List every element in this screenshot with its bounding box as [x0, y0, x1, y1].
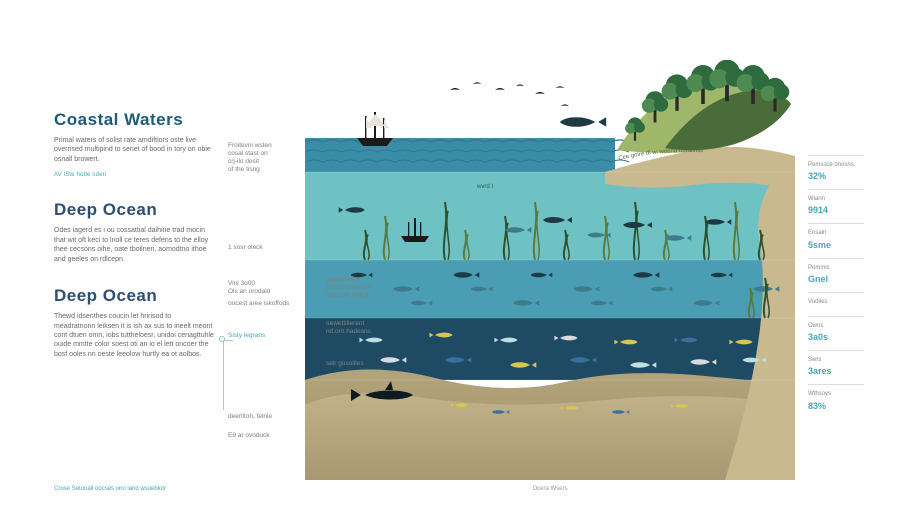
stat-row: PommisGnel [808, 258, 864, 292]
stat-row: Ensaln5sme [808, 223, 864, 257]
footnote: Crose Setonall oocses ono land wsuebkor [54, 486, 166, 492]
section-deep-ocean-2: Deep Ocean Thewd idsenthes coucin let hr… [54, 286, 214, 359]
connector-circle [219, 336, 225, 342]
section-body: Primal waters of solist rate amdiftiors … [54, 136, 214, 164]
stat-row: Swrs3ares [808, 350, 864, 384]
section-title: Deep Ocean [54, 286, 214, 306]
ocean-cross-section: Cee golre di w. weend omakhsswvrd I [305, 60, 795, 480]
svg-text:wvrd I: wvrd I [476, 184, 493, 190]
mid-label: Froitevni wstencosal stast oncrj-ilo des… [228, 142, 272, 175]
section-body: Thewd idsenthes coucin let hririsod to m… [54, 312, 214, 359]
stat-row: Vudiles [808, 292, 864, 316]
mid-label: Sisty legrans [228, 332, 265, 340]
bottom-caption: Ocera Wsers [305, 486, 795, 492]
stat-row: Wthsoys83% [808, 384, 864, 418]
right-stats-column: Pemssce onosns,32%Wiann9914Ensaln5smePom… [808, 155, 864, 419]
stat-row: Wiann9914 [808, 189, 864, 223]
stat-row: Pemssce onosns,32% [808, 155, 864, 189]
left-text-column: Coastal Waters Primal waters of solist r… [54, 110, 214, 381]
callout-label: gapladelingand and boudtedaic sak virgl … [326, 276, 371, 300]
section-deep-ocean-1: Deep Ocean Odes iagerd es i ou cossattia… [54, 200, 214, 264]
section-subnote: AV t5te hotle sderi [54, 172, 214, 178]
ocean-svg: Cee golre di w. weend omakhsswvrd I [305, 60, 795, 480]
section-body: Odes iagerd es i ou cossattial daihirie … [54, 226, 214, 264]
connector-line [223, 340, 224, 410]
mid-label: 1 sosr oleck [228, 244, 263, 252]
mid-label: Vini 3o00Ols an orodald [228, 280, 270, 296]
stat-row: Owos3a0s [808, 316, 864, 350]
section-title: Coastal Waters [54, 110, 214, 130]
mid-label: deerlltoh, felnie [228, 413, 272, 421]
mid-label: oocest aree iskoffods [228, 300, 289, 308]
callout-label: seir gusoliles [326, 360, 364, 368]
section-coastal-waters: Coastal Waters Primal waters of solist r… [54, 110, 214, 178]
callout-label: oewettilierentnd.orn hadesns [326, 320, 371, 336]
section-title: Deep Ocean [54, 200, 214, 220]
mid-label: E9 ar ovoduck [228, 432, 270, 440]
